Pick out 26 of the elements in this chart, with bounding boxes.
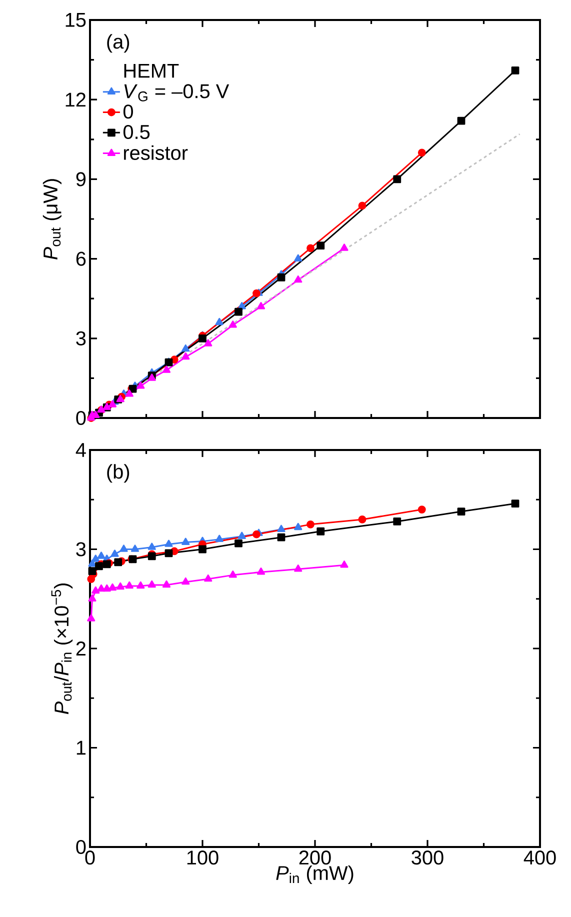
legend-title: HEMT (124, 64, 179, 78)
y-tick-label: 3 (76, 331, 86, 346)
annotation: (a) (107, 34, 130, 53)
x-tick-label: 300 (412, 850, 444, 865)
x-tick-label: 200 (299, 850, 331, 865)
y-tick-label: 9 (76, 172, 86, 186)
y-tick-label: 0 (76, 410, 86, 426)
x-tick-label: 100 (187, 850, 218, 865)
y-axis-title: P$_{out}$ (μW) (42, 179, 62, 260)
y-tick-label: 4 (76, 443, 86, 457)
y-tick-label: 12 (66, 92, 86, 107)
x-tick-label: 400 (524, 850, 556, 865)
y-tick-label: 15 (66, 13, 86, 27)
legend-label: V$_{G}$ = –0.5 V (124, 84, 230, 102)
legend-label: resistor (124, 145, 188, 160)
y-tick-label: 2 (76, 642, 86, 656)
x-tick-label: 0 (85, 850, 95, 865)
annotation: (b) (107, 464, 130, 483)
legend-label: 0.5 (123, 124, 150, 140)
y-tick-label: 1 (76, 740, 86, 755)
y-tick-label: 6 (76, 252, 86, 266)
x-axis-title: P$_{in}$ (mW) (276, 865, 354, 884)
legend-label: 0 (123, 104, 133, 119)
y-tick-label: 3 (76, 542, 86, 556)
y-tick-label: 0 (76, 840, 86, 854)
y-axis-title: P$_{out}$/P$_{in}$ (×10$^{−5}$) (51, 584, 73, 714)
